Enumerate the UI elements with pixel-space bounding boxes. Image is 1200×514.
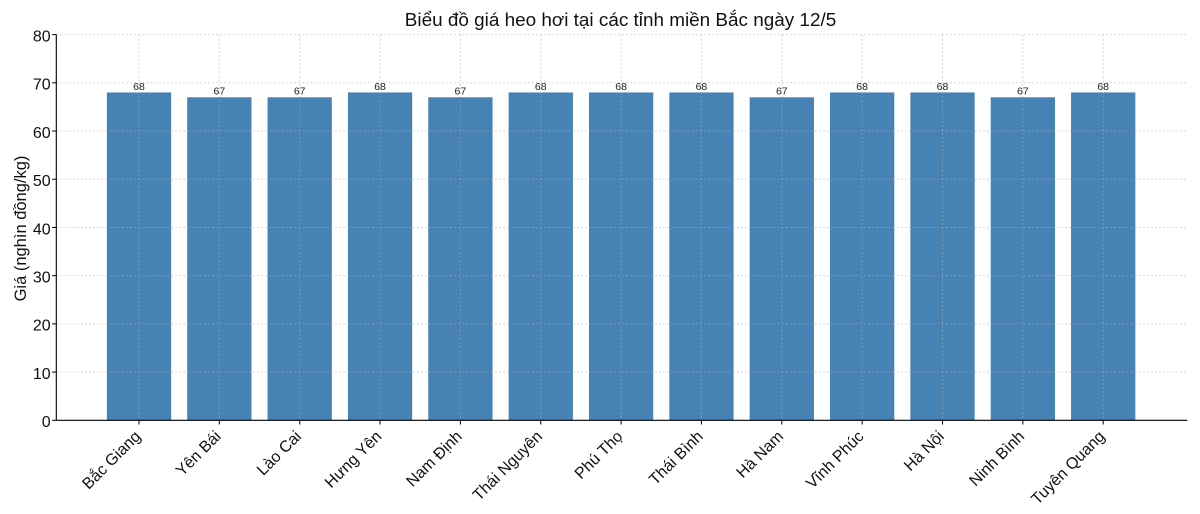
svg-text:40: 40 bbox=[33, 221, 51, 238]
svg-text:68: 68 bbox=[615, 81, 627, 93]
svg-text:50: 50 bbox=[33, 173, 51, 190]
svg-text:60: 60 bbox=[33, 125, 51, 142]
svg-text:68: 68 bbox=[937, 81, 949, 93]
svg-text:68: 68 bbox=[856, 81, 868, 93]
svg-text:Giá (nghìn đồng/kg): Giá (nghìn đồng/kg) bbox=[12, 156, 30, 302]
svg-text:67: 67 bbox=[1017, 86, 1029, 98]
svg-text:67: 67 bbox=[214, 86, 226, 98]
svg-text:68: 68 bbox=[696, 81, 708, 93]
svg-text:30: 30 bbox=[33, 269, 51, 286]
svg-text:68: 68 bbox=[1097, 81, 1109, 93]
svg-text:67: 67 bbox=[455, 86, 467, 98]
svg-text:10: 10 bbox=[33, 366, 51, 383]
svg-text:70: 70 bbox=[33, 77, 51, 94]
svg-text:68: 68 bbox=[133, 81, 145, 93]
svg-text:80: 80 bbox=[33, 28, 51, 45]
svg-text:68: 68 bbox=[374, 81, 386, 93]
svg-text:67: 67 bbox=[294, 86, 306, 98]
svg-text:Biểu đồ giá heo hơi tại các tỉ: Biểu đồ giá heo hơi tại các tỉnh miền Bắ… bbox=[405, 9, 836, 31]
svg-text:68: 68 bbox=[535, 81, 547, 93]
svg-text:0: 0 bbox=[42, 414, 51, 431]
svg-text:20: 20 bbox=[33, 318, 51, 335]
svg-text:67: 67 bbox=[776, 86, 788, 98]
